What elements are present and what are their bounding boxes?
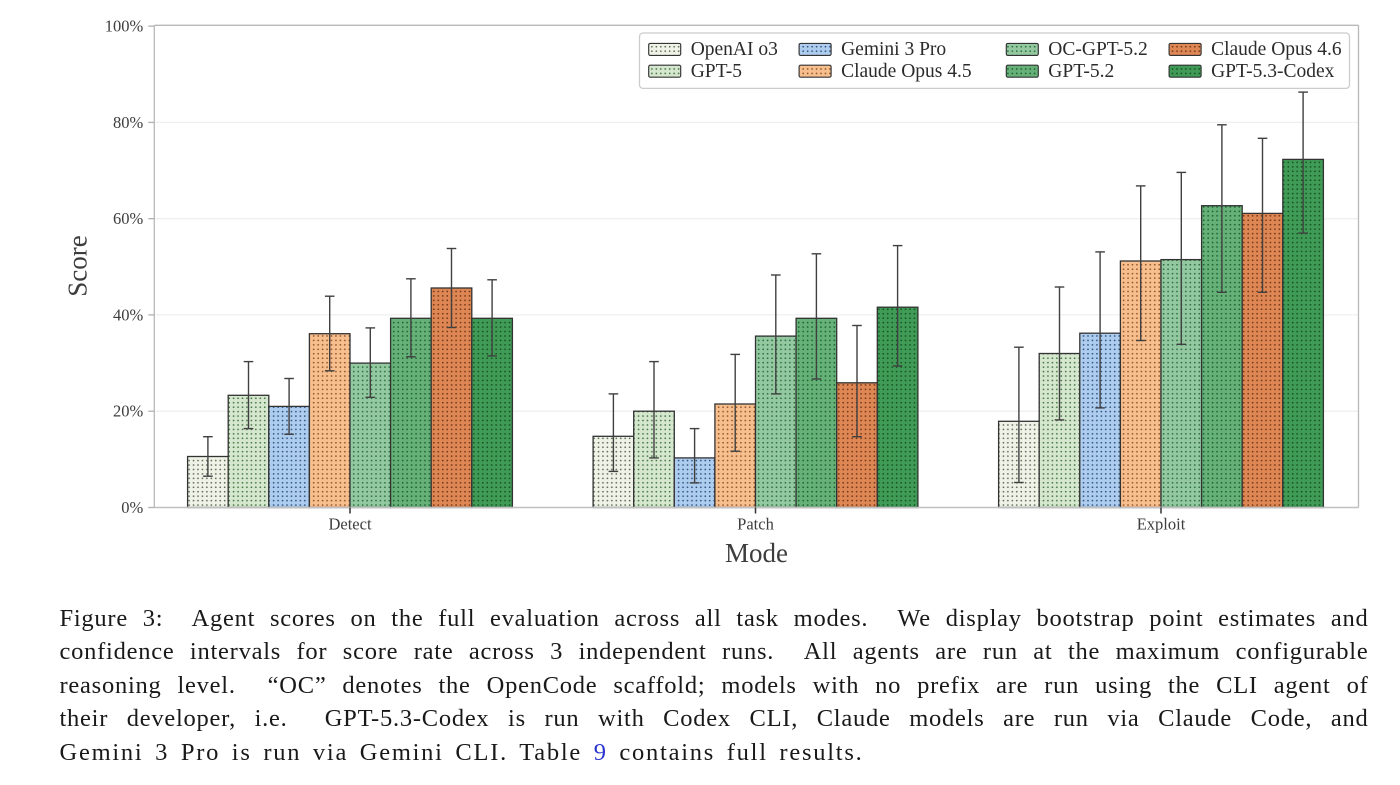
svg-text:Exploit: Exploit: [1137, 515, 1186, 534]
svg-text:OC-GPT-5.2: OC-GPT-5.2: [1048, 39, 1148, 60]
svg-text:0%: 0%: [121, 498, 143, 517]
svg-text:Detect: Detect: [328, 515, 371, 534]
svg-text:GPT-5.3-Codex: GPT-5.3-Codex: [1211, 61, 1335, 82]
svg-text:Claude Opus 4.5: Claude Opus 4.5: [841, 61, 972, 82]
svg-text:Mode: Mode: [725, 538, 788, 568]
svg-text:Gemini 3 Pro: Gemini 3 Pro: [841, 39, 946, 60]
svg-text:Claude Opus 4.6: Claude Opus 4.6: [1211, 39, 1342, 60]
svg-text:40%: 40%: [113, 305, 144, 324]
svg-text:GPT-5: GPT-5: [691, 61, 742, 82]
svg-text:100%: 100%: [105, 17, 144, 36]
svg-text:60%: 60%: [113, 209, 144, 228]
svg-text:Patch: Patch: [737, 515, 774, 534]
svg-text:Score: Score: [63, 235, 93, 296]
svg-text:80%: 80%: [113, 113, 144, 132]
svg-text:OpenAI o3: OpenAI o3: [691, 39, 778, 60]
svg-text:20%: 20%: [113, 402, 144, 421]
svg-text:GPT-5.2: GPT-5.2: [1048, 61, 1114, 82]
